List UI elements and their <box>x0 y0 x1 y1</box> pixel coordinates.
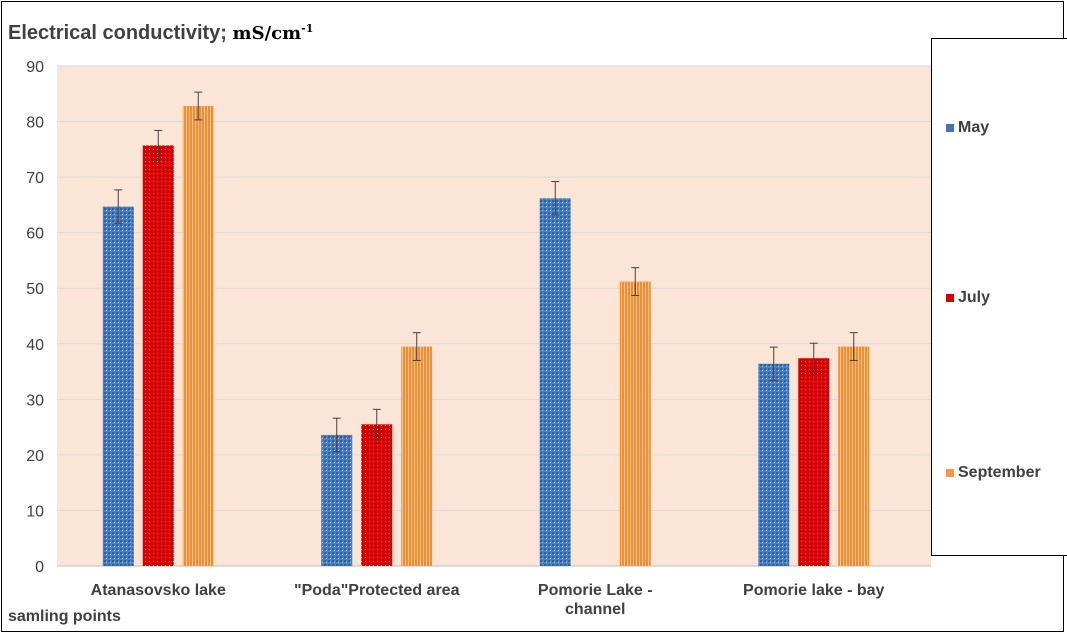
y-tick-label: 0 <box>35 559 44 576</box>
x-tick-label: Atanasovsko lake <box>91 582 226 599</box>
legend-label-september: September <box>958 464 1041 481</box>
y-tick-label: 70 <box>26 170 44 187</box>
bar-september <box>182 106 214 566</box>
x-tick-label: "Poda"Protected area <box>294 582 460 599</box>
y-tick-label: 60 <box>26 226 44 243</box>
bar-july <box>142 145 174 566</box>
legend-item-may: May <box>946 119 989 137</box>
chart-title-unit: mS/cm-1 <box>232 22 314 44</box>
y-tick-label: 50 <box>26 281 44 298</box>
bar-may <box>758 363 790 566</box>
bar-september <box>838 346 870 566</box>
legend-label-july: July <box>958 289 991 306</box>
unit-exponent: -1 <box>301 22 314 35</box>
y-axis-ticks: 0 10 20 30 40 50 60 70 80 90 <box>26 59 44 576</box>
legend: May July September <box>931 38 1067 556</box>
y-tick-label: 90 <box>26 59 44 76</box>
bar-september <box>619 281 651 566</box>
x-axis-title: samling points <box>8 608 121 625</box>
x-axis-labels: Atanasovsko lake "Poda"Protected area Pomo… <box>91 582 885 618</box>
chart-title-text: Electrical conductivity; <box>8 22 227 44</box>
legend-swatch-july <box>946 294 954 302</box>
y-tick-label: 80 <box>26 115 44 132</box>
legend-item-july: July <box>946 289 990 307</box>
bar-september <box>401 346 433 566</box>
bar-july <box>361 424 393 566</box>
legend-item-september: September <box>946 464 1041 482</box>
bar-may <box>539 198 571 566</box>
legend-label-may: May <box>958 119 990 136</box>
bars <box>102 91 870 567</box>
legend-swatch-september <box>946 469 954 477</box>
x-tick-label: Pomorie lake - bay <box>743 582 884 599</box>
chart-title: Electrical conductivity; mS/cm-1 <box>8 22 313 45</box>
y-tick-label: 20 <box>26 448 44 465</box>
y-tick-label: 30 <box>26 392 44 409</box>
y-tick-label: 10 <box>26 503 44 520</box>
bar-july <box>798 358 830 566</box>
y-tick-label: 40 <box>26 337 44 354</box>
x-tick-label: channel <box>565 601 625 618</box>
bar-may <box>321 434 353 566</box>
bar-may <box>102 206 134 567</box>
unit-base: mS/cm <box>232 23 302 44</box>
x-tick-label: Pomorie Lake - <box>538 582 653 599</box>
legend-swatch-may <box>946 124 954 132</box>
